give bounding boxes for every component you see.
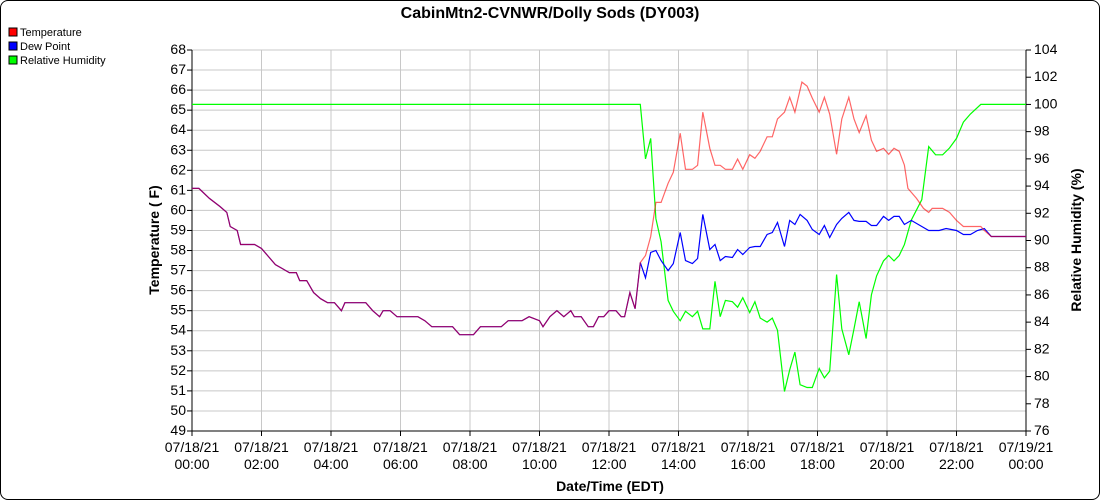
series-line-relative-humidity [192, 103, 1026, 392]
x-tick-time: 18:00 [800, 456, 835, 472]
y2-tick-label: 84 [1034, 313, 1050, 329]
x-tick-time: 12:00 [591, 456, 626, 472]
y-tick-label: 60 [170, 201, 186, 217]
series-lines [192, 81, 1026, 392]
y-tick-label: 52 [170, 362, 186, 378]
legend-label: Relative Humidity [20, 55, 106, 67]
y-tick-label: 68 [170, 41, 186, 57]
y2-tick-label: 92 [1034, 204, 1050, 220]
y2-tick-label: 94 [1034, 177, 1050, 193]
y2-tick-label: 100 [1034, 95, 1058, 111]
y-tick-label: 61 [170, 181, 186, 197]
x-tick-date: 07/18/21 [860, 439, 915, 455]
x-tick-time: 06:00 [383, 456, 418, 472]
x-tick-date: 07/18/21 [651, 439, 706, 455]
x-tick-time: 00:00 [1008, 456, 1043, 472]
x-tick-date: 07/18/21 [721, 439, 776, 455]
x-tick-date: 07/19/21 [999, 439, 1054, 455]
x-tick-date: 07/18/21 [582, 439, 637, 455]
grid [191, 49, 1027, 432]
y-tick-label: 64 [170, 121, 186, 137]
y2-axis-label: Relative Humidity (%) [1068, 168, 1084, 311]
x-tick-time: 04:00 [313, 456, 348, 472]
y-tick-label: 59 [170, 221, 186, 237]
y2-tick-label: 76 [1034, 422, 1050, 438]
x-tick-time: 20:00 [869, 456, 904, 472]
y-axis-label: Temperature ( F) [146, 185, 162, 294]
x-tick-time: 00:00 [174, 456, 209, 472]
y2-tick-label: 96 [1034, 150, 1050, 166]
y-tick-label: 58 [170, 242, 186, 258]
axis-ticks: 49 50 51 52 53 54 55 56 57 58 59 60 61 62 63 64 65 66 67 68… [165, 41, 1058, 472]
x-tick-time: 10:00 [522, 456, 557, 472]
x-tick-time: 08:00 [452, 456, 487, 472]
legend-label: Dew Point [20, 41, 70, 53]
x-tick-date: 07/18/21 [790, 439, 845, 455]
y-tick-label: 54 [170, 322, 186, 338]
x-tick-date: 07/18/21 [304, 439, 359, 455]
legend-swatch-dew-point [8, 41, 18, 51]
chart-title: CabinMtn2-CVNWR/Dolly Sods (DY003) [401, 5, 700, 22]
x-tick-time: 22:00 [939, 456, 974, 472]
x-tick-date: 07/18/21 [373, 439, 428, 455]
legend: Temperature Dew Point Relative Humidity [8, 27, 106, 67]
y-tick-label: 51 [170, 382, 186, 398]
y2-tick-label: 98 [1034, 123, 1050, 139]
y-tick-label: 62 [170, 161, 186, 177]
y-tick-label: 67 [170, 61, 186, 77]
series-line-temperature [192, 81, 1026, 336]
y-tick-label: 57 [170, 262, 186, 278]
y2-tick-label: 104 [1034, 41, 1058, 57]
y-tick-label: 55 [170, 302, 186, 318]
x-tick-date: 07/18/21 [234, 439, 289, 455]
x-tick-date: 07/18/21 [512, 439, 567, 455]
y-tick-label: 63 [170, 141, 186, 157]
x-tick-time: 14:00 [661, 456, 696, 472]
x-tick-time: 02:00 [244, 456, 279, 472]
x-tick-date: 07/18/21 [929, 439, 984, 455]
y-tick-label: 65 [170, 101, 186, 117]
y-tick-label: 49 [170, 422, 186, 438]
y2-tick-label: 78 [1034, 395, 1050, 411]
y-tick-label: 53 [170, 342, 186, 358]
legend-swatch-relative-humidity [8, 55, 18, 65]
y-tick-label: 56 [170, 282, 186, 298]
y2-tick-label: 82 [1034, 340, 1050, 356]
x-tick-time: 16:00 [730, 456, 765, 472]
legend-label: Temperature [20, 27, 82, 39]
x-tick-date: 07/18/21 [443, 439, 498, 455]
y-tick-label: 50 [170, 402, 186, 418]
x-tick-date: 07/18/21 [165, 439, 220, 455]
legend-swatch-temperature [8, 27, 18, 37]
y-tick-label: 66 [170, 81, 186, 97]
y2-tick-label: 88 [1034, 259, 1050, 275]
y2-tick-label: 90 [1034, 232, 1050, 248]
y2-tick-label: 80 [1034, 368, 1050, 384]
y2-tick-label: 86 [1034, 286, 1050, 302]
y2-tick-label: 102 [1034, 68, 1058, 84]
x-axis-label: Date/Time (EDT) [556, 478, 664, 494]
